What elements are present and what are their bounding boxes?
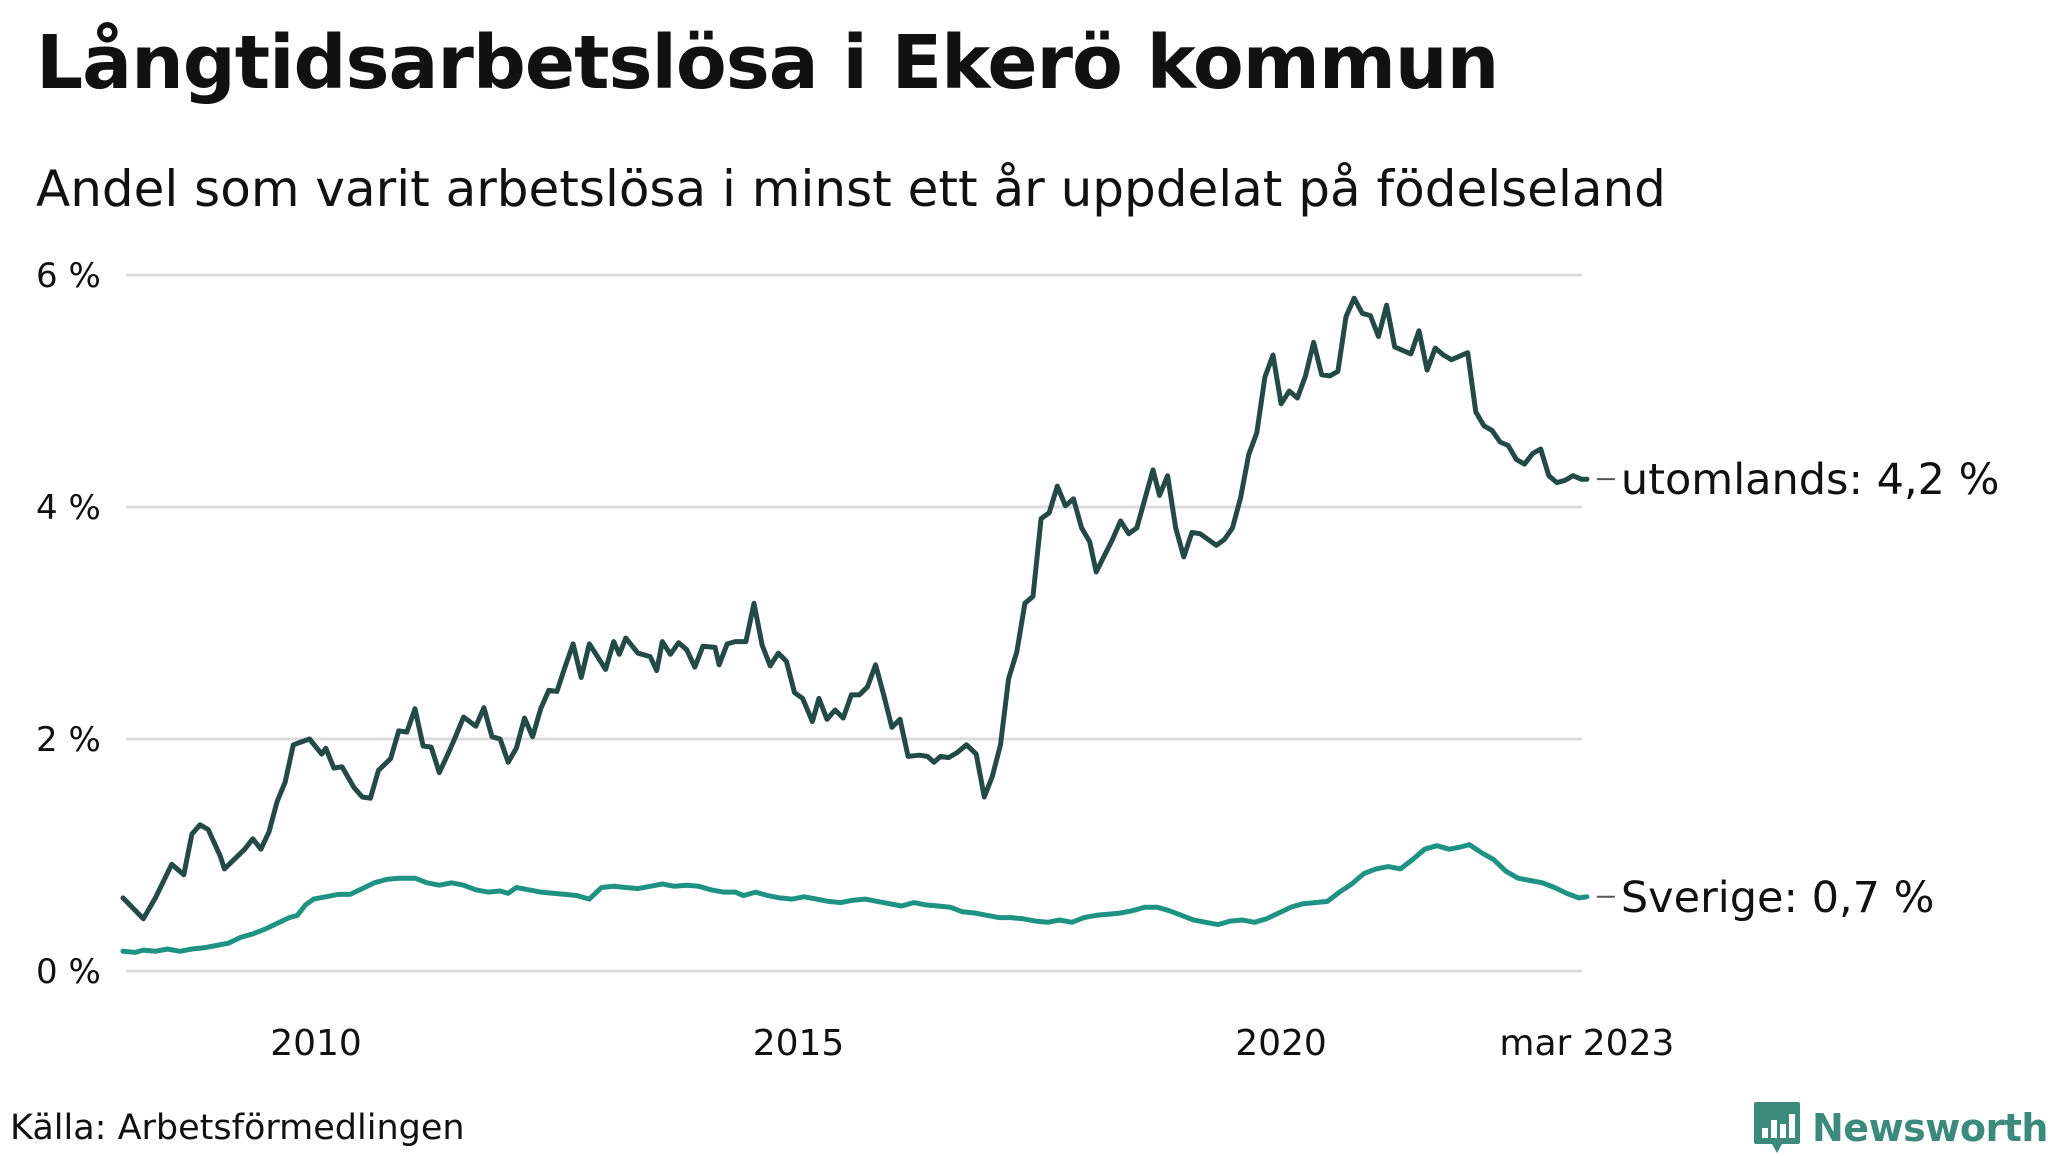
x-tick-label: 2020 [1235, 1023, 1327, 1064]
series-lines [120, 295, 1590, 955]
brand-name: Newsworthy [1812, 1106, 2048, 1150]
y-tick-label: 0 % [36, 952, 101, 992]
x-axis: 2010 2015 2020 mar 2023 [270, 1023, 1674, 1064]
end-label-utomlands: utomlands: 4,2 % [1621, 455, 2000, 505]
series-line-sverige [120, 842, 1590, 955]
brand-logo: Newsworthy [1752, 1100, 2048, 1156]
gridlines [126, 273, 1582, 973]
x-tick-label: 2010 [270, 1023, 362, 1064]
series-line-utomlands [120, 295, 1590, 922]
end-labels: utomlands: 4,2 % Sverige: 0,7 % [1596, 455, 2000, 923]
chart-subtitle: Andel som varit arbetslösa i minst ett å… [36, 160, 1666, 218]
newsworthy-logo-icon [1754, 1102, 1800, 1153]
x-tick-label: 2015 [753, 1023, 845, 1064]
y-tick-label: 2 % [36, 720, 101, 760]
source-note: Källa: Arbetsförmedlingen [10, 1108, 465, 1148]
x-tick-label: mar 2023 [1499, 1023, 1674, 1064]
y-axis: 0 % 2 % 4 % 6 % [36, 256, 101, 992]
y-tick-label: 6 % [36, 256, 101, 296]
chart-title: Långtidsarbetslösa i Ekerö kommun [36, 20, 1499, 106]
end-label-sverige: Sverige: 0,7 % [1621, 873, 1935, 923]
y-tick-label: 4 % [36, 488, 101, 528]
line-chart: 0 % 2 % 4 % 6 % 2010 2015 2020 mar 2023 utomla… [36, 256, 2000, 1064]
